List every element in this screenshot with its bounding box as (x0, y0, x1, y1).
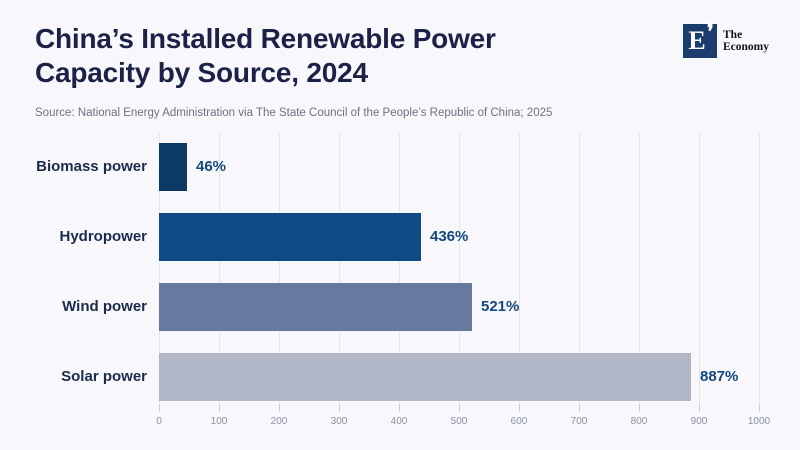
logo-letter: E (688, 26, 706, 55)
x-axis-tick-label: 600 (510, 416, 528, 427)
x-axis-tick-label: 0 (156, 416, 162, 427)
grid-line (279, 133, 280, 403)
grid-line (339, 133, 340, 403)
logo-e-mark-icon: E ❜ (683, 19, 717, 58)
x-axis-tick (339, 404, 340, 412)
logo-wordmark-line1: The (723, 28, 743, 41)
x-axis-tick (759, 404, 760, 412)
grid-line (459, 133, 460, 403)
bar-value-label: 46% (196, 158, 227, 175)
x-axis-tick-label: 1000 (747, 416, 771, 427)
grid-line (579, 133, 580, 403)
x-axis-tick (699, 404, 700, 412)
logo-apostrophe-icon: ❜ (706, 19, 714, 44)
bar-value-label: 521% (481, 298, 520, 315)
bar-value-label: 436% (430, 228, 469, 245)
grid-line (639, 133, 640, 403)
x-axis-tick-label: 400 (390, 416, 408, 427)
x-axis-tick (639, 404, 640, 412)
x-axis-tick (219, 404, 220, 412)
chart-title: China’s Installed Renewable Power Capaci… (35, 23, 496, 89)
grid-line (759, 133, 760, 403)
grid-line (519, 133, 520, 403)
the-economy-logo: E ❜ The Economy (683, 19, 769, 58)
bar-biomass-power (159, 143, 187, 191)
x-axis-tick-label: 100 (210, 416, 228, 427)
x-axis-tick (459, 404, 460, 412)
category-label: Hydropower (59, 228, 147, 245)
x-axis-tick-label: 700 (570, 416, 588, 427)
grid-line (699, 133, 700, 403)
x-axis-tick (399, 404, 400, 412)
plot-area: 0 100 200 300 400 500 600 700 800 900 1000 46% 436% 5… (156, 133, 770, 427)
grid-line (219, 133, 220, 403)
x-axis-tick-label: 300 (330, 416, 348, 427)
x-axis-tick-label: 800 (630, 416, 648, 427)
x-axis-tick-label: 200 (270, 416, 288, 427)
x-axis-tick-label: 900 (690, 416, 708, 427)
x-axis-tick (519, 404, 520, 412)
logo-wordmark-line2: Economy (723, 41, 769, 53)
x-axis-tick-label: 500 (450, 416, 468, 427)
category-label: Wind power (62, 298, 147, 315)
bar-solar-power (159, 353, 691, 401)
category-label: Solar power (61, 368, 147, 385)
grid-line (399, 133, 400, 403)
bar-value-label: 887% (700, 368, 739, 385)
logo-wordmark: The Economy (723, 29, 769, 53)
category-label: Biomass power (36, 158, 147, 175)
x-axis-tick (159, 404, 160, 412)
source-attribution: Source: National Energy Administration v… (35, 107, 553, 119)
bar-chart: 0 100 200 300 400 500 600 700 800 900 1000 46% 436% 5… (0, 133, 800, 443)
bar-hydropower (159, 213, 421, 261)
bar-wind-power (159, 283, 472, 331)
x-axis-tick (279, 404, 280, 412)
grid-line (159, 133, 160, 403)
x-axis-tick (579, 404, 580, 412)
